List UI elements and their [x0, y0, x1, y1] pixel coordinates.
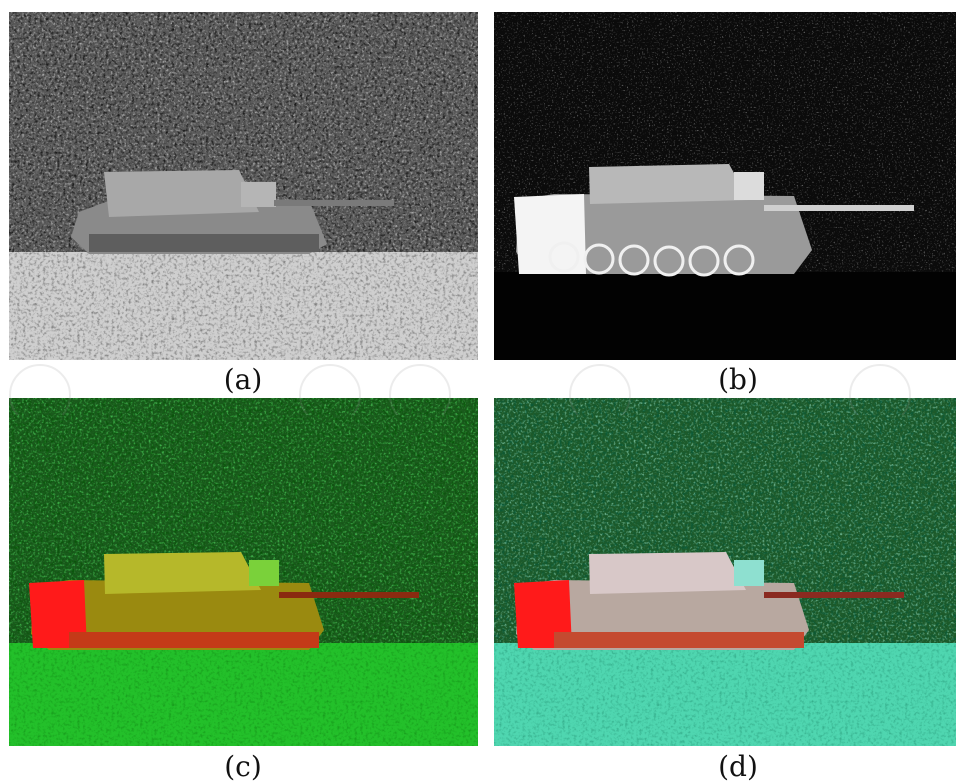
grayscale-tank-scene	[9, 12, 478, 360]
caption-a: (a)	[223, 363, 263, 396]
caption-c: (c)	[224, 750, 262, 783]
tank-heat-signature	[514, 164, 914, 277]
panel-b-thermal-image	[494, 12, 956, 360]
tank-fused-red-green	[29, 552, 419, 650]
false-color-tank-scene	[9, 398, 478, 746]
caption-d: (d)	[718, 750, 758, 783]
caption-b: (b)	[718, 363, 758, 396]
thermal-tank-scene	[494, 12, 956, 360]
panel-c-false-color-image	[9, 398, 478, 746]
panel-a-grayscale-image	[9, 12, 478, 360]
panel-d-fused-image	[494, 398, 956, 746]
tank-fused-color	[514, 552, 904, 650]
fused-tank-scene	[494, 398, 956, 746]
tank-silhouette	[71, 170, 394, 254]
